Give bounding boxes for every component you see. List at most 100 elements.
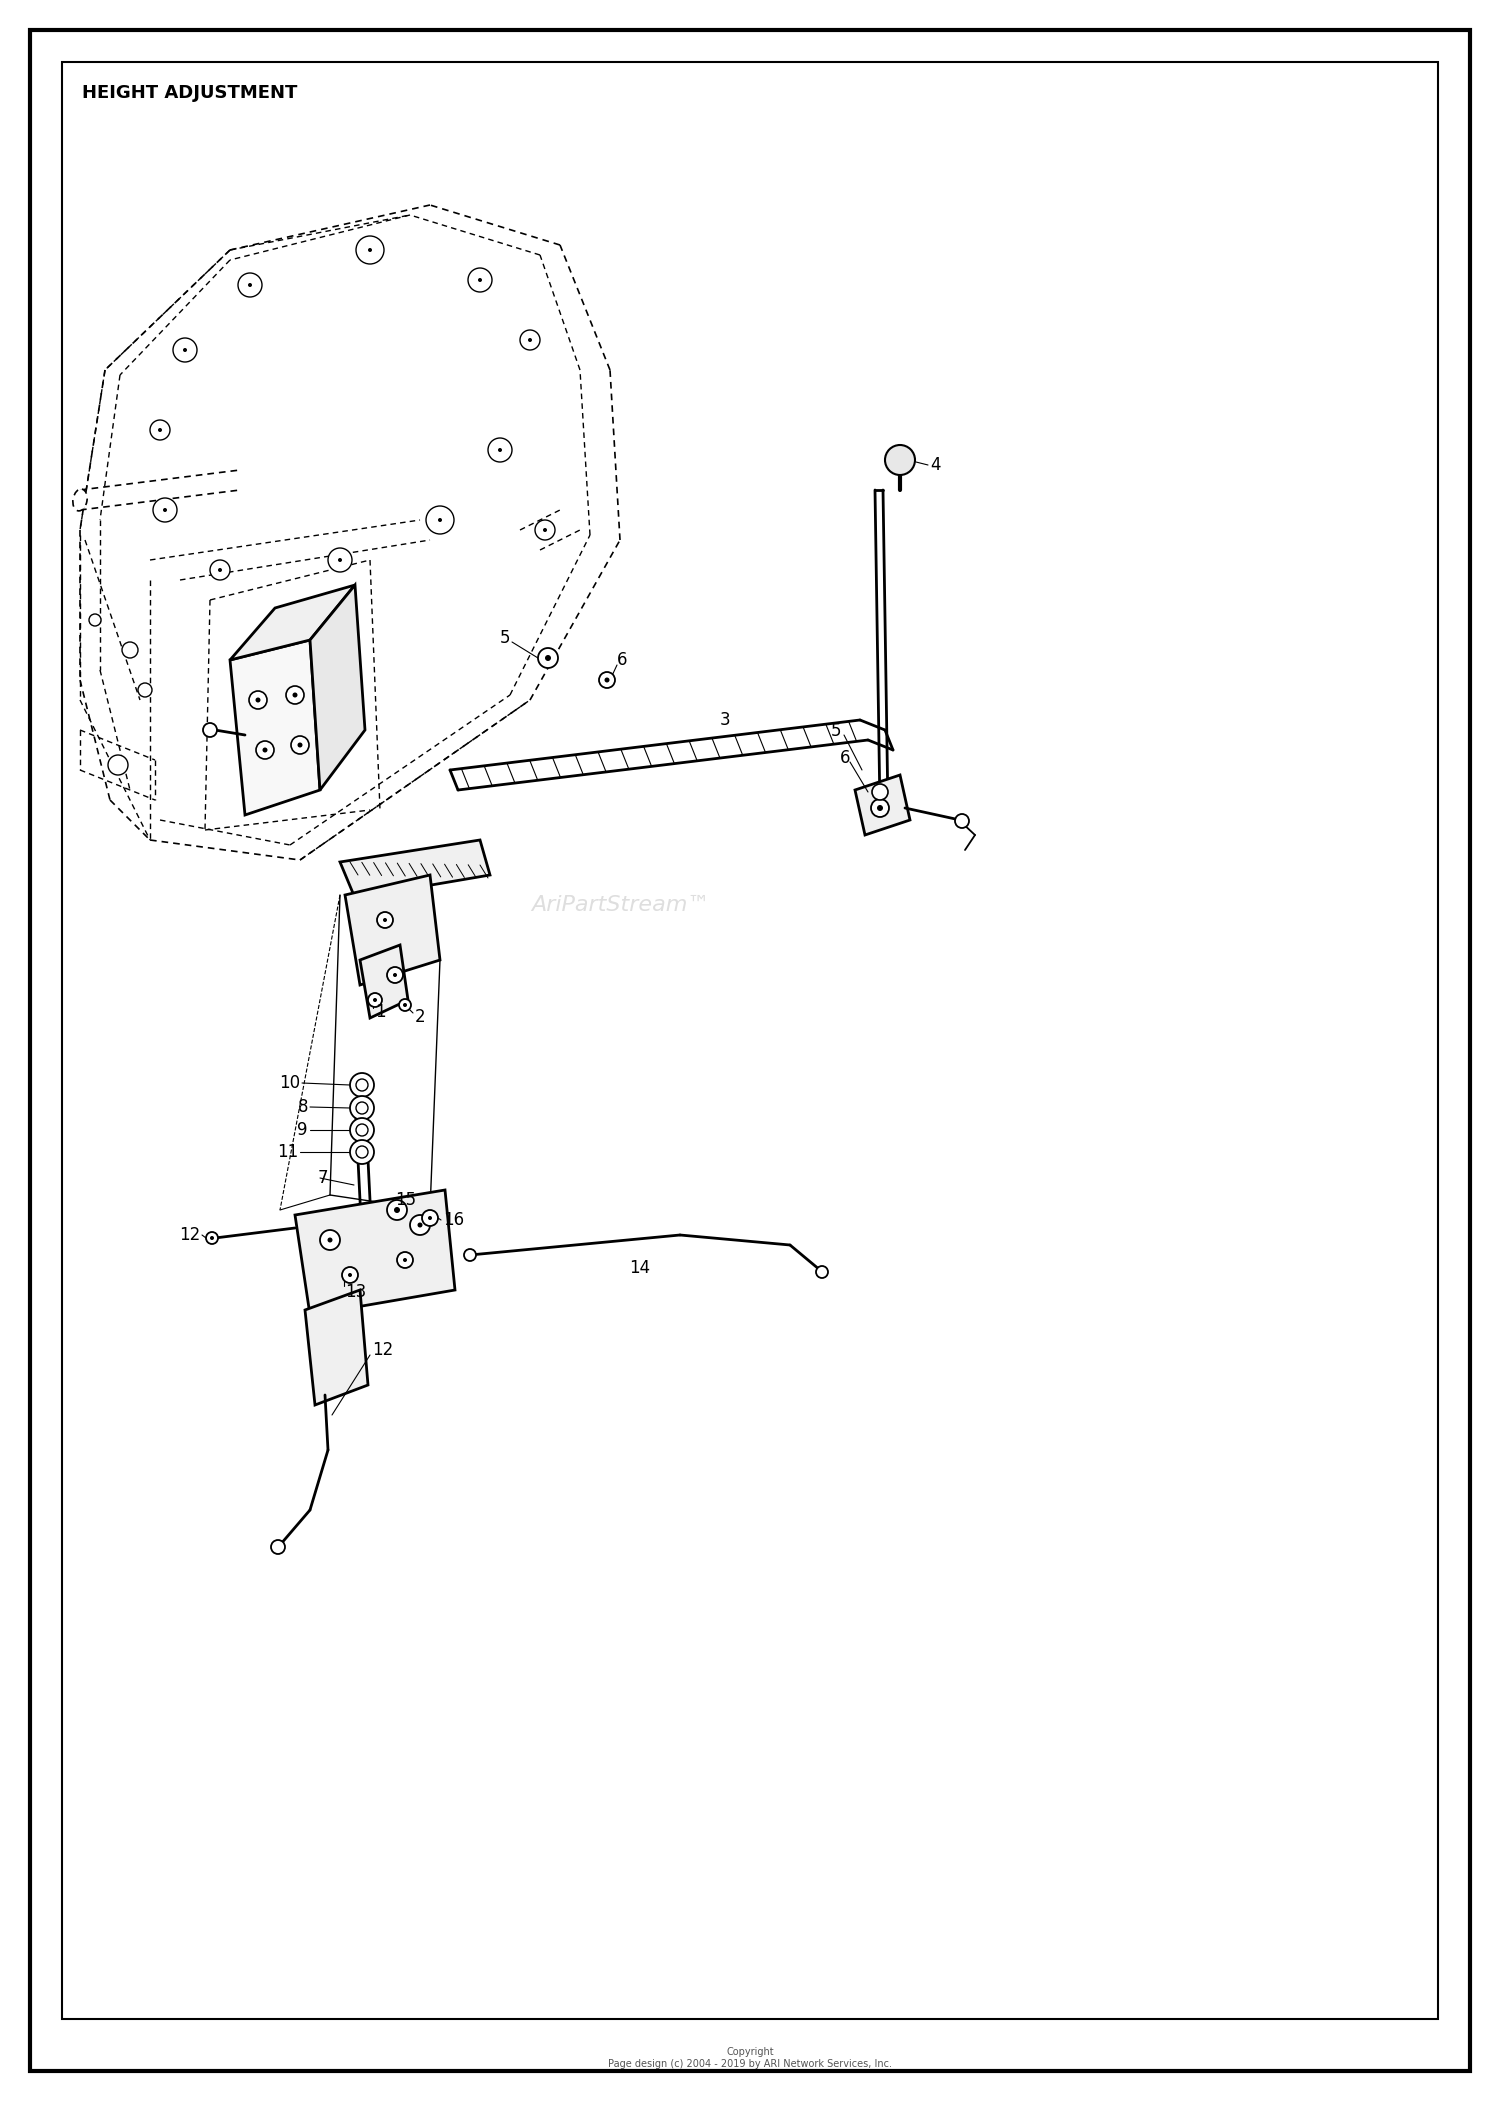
- Circle shape: [544, 656, 550, 662]
- Circle shape: [438, 519, 442, 521]
- Circle shape: [543, 527, 548, 532]
- Circle shape: [427, 1216, 432, 1221]
- Circle shape: [368, 248, 372, 252]
- Polygon shape: [230, 641, 320, 815]
- Circle shape: [164, 508, 166, 513]
- Circle shape: [108, 754, 128, 775]
- Circle shape: [598, 672, 615, 687]
- Text: HEIGHT ADJUSTMENT: HEIGHT ADJUSTMENT: [82, 84, 297, 103]
- Circle shape: [478, 277, 482, 282]
- Circle shape: [350, 1097, 374, 1120]
- Circle shape: [398, 1252, 412, 1269]
- Circle shape: [256, 742, 274, 758]
- Circle shape: [885, 445, 915, 475]
- Circle shape: [878, 805, 884, 811]
- Text: 7: 7: [318, 1168, 328, 1187]
- Text: Copyright
Page design (c) 2004 - 2019 by ARI Network Services, Inc.: Copyright Page design (c) 2004 - 2019 by…: [608, 2046, 892, 2069]
- Circle shape: [158, 429, 162, 433]
- Circle shape: [376, 912, 393, 929]
- Circle shape: [387, 1200, 406, 1221]
- Polygon shape: [360, 945, 408, 1019]
- Circle shape: [272, 1540, 285, 1555]
- Circle shape: [356, 1080, 368, 1090]
- Circle shape: [210, 1235, 214, 1240]
- Circle shape: [464, 1248, 476, 1261]
- Circle shape: [528, 338, 532, 342]
- Polygon shape: [855, 775, 910, 834]
- Text: 5: 5: [500, 628, 510, 647]
- Circle shape: [404, 1258, 406, 1263]
- Text: 2: 2: [416, 1008, 426, 1025]
- Text: 10: 10: [279, 1074, 300, 1093]
- Text: 6: 6: [616, 651, 627, 668]
- Circle shape: [297, 742, 303, 748]
- Circle shape: [956, 813, 969, 828]
- Circle shape: [536, 521, 555, 540]
- Circle shape: [468, 269, 492, 292]
- Polygon shape: [230, 584, 356, 660]
- Circle shape: [356, 235, 384, 265]
- Circle shape: [604, 677, 609, 683]
- Polygon shape: [296, 1189, 454, 1315]
- Circle shape: [410, 1214, 430, 1235]
- Text: 3: 3: [720, 710, 730, 729]
- Circle shape: [394, 1206, 400, 1212]
- Polygon shape: [310, 584, 364, 790]
- Circle shape: [210, 561, 230, 580]
- Text: 13: 13: [345, 1284, 366, 1301]
- Circle shape: [417, 1223, 423, 1227]
- Circle shape: [350, 1074, 374, 1097]
- Circle shape: [538, 647, 558, 668]
- Circle shape: [206, 1231, 218, 1244]
- Circle shape: [328, 548, 352, 571]
- Circle shape: [249, 691, 267, 708]
- Text: 12: 12: [178, 1227, 200, 1244]
- Text: AriPartStream™: AriPartStream™: [531, 895, 710, 916]
- Circle shape: [292, 693, 297, 698]
- Circle shape: [426, 506, 454, 534]
- Text: 16: 16: [442, 1210, 464, 1229]
- Circle shape: [520, 330, 540, 351]
- Circle shape: [286, 687, 304, 704]
- Circle shape: [217, 567, 222, 571]
- Text: 1: 1: [375, 1002, 386, 1021]
- Circle shape: [291, 735, 309, 754]
- Circle shape: [138, 683, 152, 698]
- Circle shape: [871, 784, 888, 800]
- Polygon shape: [304, 1290, 368, 1406]
- Text: 12: 12: [372, 1340, 393, 1359]
- Text: 11: 11: [276, 1143, 298, 1162]
- Text: 6: 6: [840, 748, 850, 767]
- Circle shape: [422, 1210, 438, 1227]
- Circle shape: [404, 1002, 406, 1006]
- Circle shape: [368, 994, 382, 1006]
- Circle shape: [202, 723, 217, 737]
- Circle shape: [393, 973, 398, 977]
- Circle shape: [238, 273, 262, 296]
- Text: 9: 9: [297, 1122, 307, 1139]
- Circle shape: [153, 498, 177, 521]
- Circle shape: [350, 1141, 374, 1164]
- Circle shape: [382, 918, 387, 922]
- Circle shape: [255, 698, 261, 702]
- Circle shape: [374, 998, 376, 1002]
- Ellipse shape: [74, 490, 87, 511]
- Circle shape: [816, 1267, 828, 1277]
- Circle shape: [262, 748, 267, 752]
- Polygon shape: [345, 874, 439, 985]
- Circle shape: [350, 1118, 374, 1143]
- Circle shape: [342, 1267, 358, 1284]
- Circle shape: [356, 1124, 368, 1137]
- Circle shape: [498, 448, 502, 452]
- Polygon shape: [340, 840, 490, 897]
- Circle shape: [122, 643, 138, 658]
- Text: 8: 8: [297, 1099, 307, 1116]
- Circle shape: [327, 1237, 333, 1242]
- Circle shape: [399, 998, 411, 1011]
- Text: 5: 5: [831, 723, 842, 740]
- Circle shape: [150, 420, 170, 439]
- Circle shape: [871, 798, 889, 817]
- Circle shape: [338, 559, 342, 561]
- Circle shape: [356, 1103, 368, 1114]
- Circle shape: [348, 1273, 352, 1277]
